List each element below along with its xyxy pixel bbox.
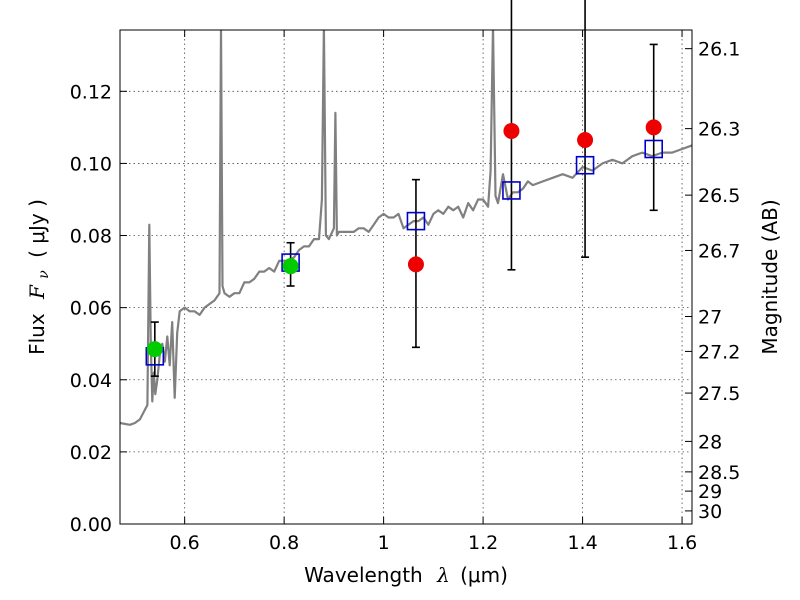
- measurements-point: [577, 131, 594, 148]
- x-tick-label: 1.2: [468, 532, 498, 554]
- y-tick-label: 0.04: [70, 370, 112, 392]
- measurements-point: [407, 256, 424, 273]
- y2-axis-label: Magnitude (AB): [758, 199, 782, 354]
- plot-frame: [119, 29, 693, 525]
- y2-tick-label: 29: [698, 481, 722, 503]
- measurements-point: [645, 119, 662, 136]
- y2-tick-label: 27.5: [698, 383, 740, 405]
- model-square-marker: [644, 139, 664, 159]
- grid-lines: [120, 30, 692, 525]
- measurements-point: [503, 122, 520, 139]
- y-tick-label: 0.12: [70, 81, 112, 103]
- markers: [145, 119, 664, 366]
- detections-point: [146, 341, 163, 358]
- x-tick-label: 1.4: [567, 532, 597, 554]
- y-axis-label: Flux F ν ( μJy ): [25, 199, 53, 355]
- model-square-marker: [406, 211, 426, 231]
- y2-tick-label: 30: [698, 501, 722, 523]
- error-bars: [150, 0, 658, 377]
- y2-tick-label: 28: [698, 431, 722, 453]
- y2-tick-label: 26.1: [698, 39, 740, 61]
- x-tick-label: 1: [378, 532, 390, 554]
- axis-ticks: 0.6 0.8 1 1.2 1.4 1.6 0.00 0.02 0.04 0.06 0.08 0.10…: [70, 30, 740, 554]
- model-square-marker: [502, 181, 521, 200]
- x-tick-label: 0.8: [269, 532, 299, 554]
- y2-tick-label: 27: [698, 307, 722, 329]
- x-tick-label: 0.6: [170, 532, 200, 554]
- y-tick-label: 0.02: [70, 442, 112, 464]
- plot-area: [120, 30, 692, 426]
- y2-tick-label: 28.5: [698, 462, 740, 484]
- y2-tick-label: 27.2: [698, 341, 740, 363]
- model-square-marker: [575, 155, 595, 175]
- spectrum-line: [120, 30, 692, 426]
- y-tick-label: 0.10: [70, 153, 112, 175]
- x-tick-label: 1.6: [667, 532, 697, 554]
- detections-point: [282, 258, 299, 275]
- y2-tick-label: 26.7: [698, 240, 740, 262]
- y2-tick-label: 26.3: [698, 119, 740, 141]
- x-axis-label: Wavelength λ (μm): [304, 563, 508, 587]
- y-tick-label: 0.08: [70, 226, 112, 248]
- y2-tick-label: 26.5: [698, 185, 740, 207]
- y-tick-label: 0.06: [70, 298, 112, 320]
- y-tick-label: 0.00: [70, 514, 112, 536]
